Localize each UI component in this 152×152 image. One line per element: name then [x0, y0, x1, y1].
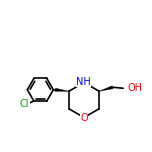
Text: O: O: [80, 113, 88, 123]
Polygon shape: [99, 86, 113, 91]
Polygon shape: [55, 88, 69, 91]
Text: NH: NH: [76, 77, 91, 87]
Text: Cl: Cl: [20, 99, 29, 109]
Text: OH: OH: [127, 83, 142, 93]
